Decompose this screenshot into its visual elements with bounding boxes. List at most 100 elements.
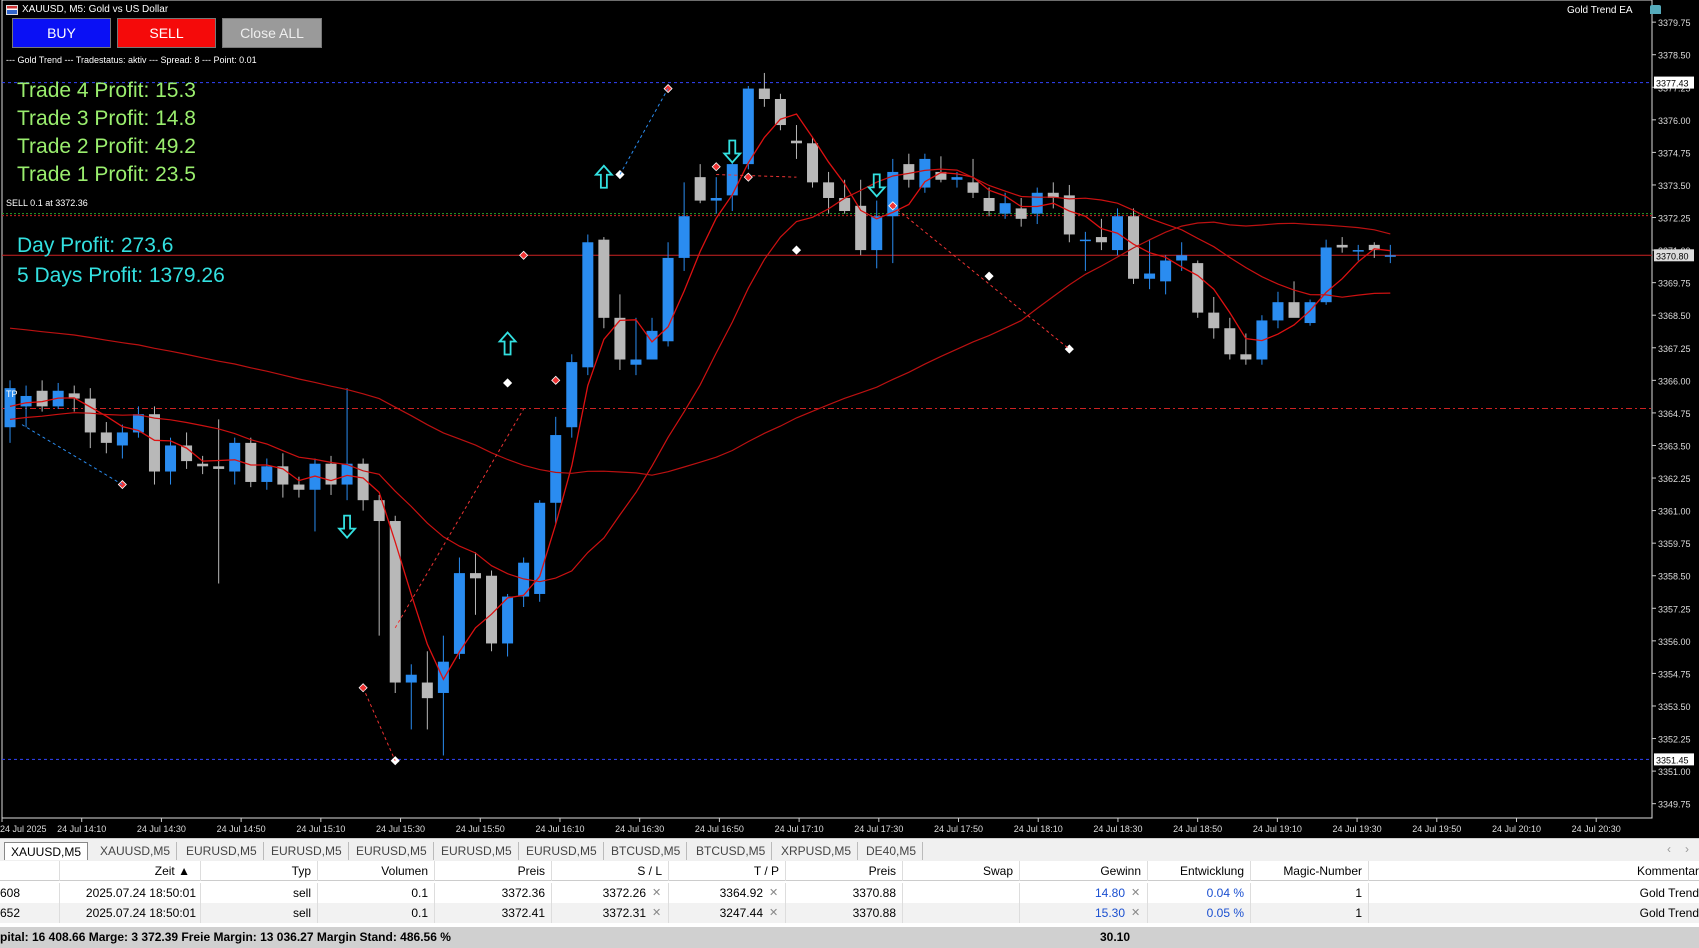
candle-body — [277, 466, 289, 485]
col-gewinn[interactable]: Gewinn — [1020, 861, 1148, 881]
tab-scroll-left-icon[interactable]: ‹ — [1667, 842, 1671, 856]
col-cur-preis[interactable]: Preis — [786, 861, 903, 881]
chart-area[interactable]: 3379.753378.503377.253376.003374.753373.… — [0, 0, 1699, 838]
buy-arrow-icon — [593, 164, 614, 189]
candle-body — [165, 445, 177, 472]
x-tick-label: 24 Jul 17:30 — [854, 824, 903, 834]
candle-body — [550, 435, 562, 503]
tab-eurusd-m5-2[interactable]: EURUSD,M5 — [265, 842, 349, 860]
candle-body — [181, 445, 193, 462]
tab-eurusd-m5-5[interactable]: EURUSD,M5 — [520, 842, 604, 860]
tab-de40-m5[interactable]: DE40,M5 — [860, 842, 924, 860]
tab-btcusd-m5-2[interactable]: BTCUSD,M5 — [690, 842, 773, 860]
remove-tp-icon[interactable]: ✕ — [769, 887, 779, 899]
col-volumen[interactable]: Volumen — [318, 861, 435, 881]
candle-body — [582, 242, 594, 368]
col-kommentar[interactable]: Kommentar — [1636, 864, 1699, 878]
sort-asc-icon: ▲ — [178, 864, 190, 878]
high-price-label: 3377.43 — [1656, 79, 1689, 89]
col-tp[interactable]: T / P — [669, 861, 786, 881]
day-profit: Day Profit: 273.6 — [17, 234, 174, 257]
trade-connect-line — [619, 88, 669, 175]
tab-xrpusd-m5[interactable]: XRPUSD,M5 — [775, 842, 859, 860]
close-position-icon[interactable]: ✕ — [1131, 887, 1141, 899]
total-profit: 30.10 — [1099, 930, 1130, 944]
candle-body — [213, 466, 225, 469]
table-row[interactable]: 608 2025.07.24 18:50:01 sell 0.1 3372.36… — [0, 883, 1699, 903]
x-tick-label: 24 Jul 20:10 — [1492, 824, 1541, 834]
trade-marker-icon — [117, 479, 127, 490]
y-tick-label: 3362.25 — [1658, 474, 1691, 484]
candle-body — [502, 596, 514, 644]
candle-body — [903, 164, 915, 180]
y-tick-label: 3369.75 — [1658, 279, 1691, 289]
low-price-label: 3351.45 — [1656, 755, 1689, 765]
tab-eurusd-m5-1[interactable]: EURUSD,M5 — [180, 842, 264, 860]
col-entwicklung[interactable]: Entwicklung — [1148, 861, 1251, 881]
candle-body — [469, 573, 481, 579]
close-position-icon[interactable]: ✕ — [1131, 907, 1141, 919]
candle-body — [36, 390, 48, 407]
y-tick-label: 3366.00 — [1658, 376, 1691, 386]
remove-sl-icon[interactable]: ✕ — [652, 887, 662, 899]
col-sl[interactable]: S / L — [552, 861, 669, 881]
y-tick-label: 3354.75 — [1658, 669, 1691, 679]
y-tick-label: 3363.50 — [1658, 441, 1691, 451]
candle-body — [1384, 255, 1396, 257]
x-tick-label: 24 Jul 15:10 — [296, 824, 345, 834]
col-zeit[interactable]: Zeit ▲ — [60, 861, 201, 881]
candle-body — [421, 682, 433, 699]
candle-body — [325, 463, 337, 485]
sell-button[interactable]: SELL — [117, 18, 216, 48]
col-swap[interactable]: Swap — [903, 861, 1020, 881]
account-status-bar: pital: 16 408.66 Marge: 3 372.39 Freie M… — [0, 927, 1699, 948]
remove-tp-icon[interactable]: ✕ — [769, 907, 779, 919]
trade-connect-line — [394, 408, 525, 629]
x-tick-label: 24 Jul 14:30 — [137, 824, 186, 834]
trade-marker-icon — [711, 162, 721, 172]
tab-eurusd-m5-3[interactable]: EURUSD,M5 — [350, 842, 434, 860]
candle-body — [1272, 302, 1284, 321]
col-magic[interactable]: Magic-Number — [1251, 861, 1369, 881]
candle-body — [999, 203, 1011, 214]
candle-body — [1320, 247, 1332, 303]
y-tick-label: 3379.75 — [1658, 18, 1691, 28]
col-typ[interactable]: Typ — [201, 861, 318, 881]
sell-arrow-icon — [337, 514, 358, 539]
tab-xauusd-m5[interactable]: XAUUSD,M5 — [94, 842, 178, 860]
close-all-button[interactable]: Close ALL — [222, 18, 322, 48]
candle-body — [807, 143, 819, 183]
candle-body — [758, 88, 770, 99]
chart-tabs: XAUUSD,M5 XAUUSD,M5 EURUSD,M5 EURUSD,M5 … — [0, 838, 1699, 861]
candle-body — [1304, 302, 1316, 324]
table-row[interactable]: 652 2025.07.24 18:50:01 sell 0.1 3372.41… — [0, 903, 1699, 923]
buy-button[interactable]: BUY — [12, 18, 111, 48]
tab-eurusd-m5-4[interactable]: EURUSD,M5 — [435, 842, 519, 860]
x-tick-label: 24 Jul 19:50 — [1412, 824, 1461, 834]
high-price-label-bg — [1654, 76, 1694, 89]
y-tick-label: 3364.75 — [1658, 409, 1691, 419]
tab-scroll-right-icon[interactable]: › — [1685, 842, 1689, 856]
x-tick-label: 24 Jul 19:30 — [1333, 824, 1382, 834]
tab-btcusd-m5-1[interactable]: BTCUSD,M5 — [605, 842, 688, 860]
x-tick-label: 24 Jul 18:10 — [1014, 824, 1063, 834]
trade-connect-line — [892, 205, 1070, 350]
x-tick-label: 24 Jul 18:30 — [1093, 824, 1142, 834]
candle-body — [839, 197, 851, 212]
x-tick-label: 24 Jul 17:10 — [775, 824, 824, 834]
trade-marker-icon — [1064, 344, 1074, 354]
sell-order-label: SELL 0.1 at 3372.36 — [6, 198, 88, 208]
candle-body — [1031, 192, 1043, 214]
price-chart[interactable]: 3379.753378.503377.253376.003374.753373.… — [0, 0, 1699, 838]
candle-body — [951, 177, 963, 180]
tab-xauusd-m5-active[interactable]: XAUUSD,M5 — [4, 842, 89, 860]
candle-body — [84, 398, 96, 433]
trade-marker-icon — [663, 84, 673, 94]
remove-sl-icon[interactable]: ✕ — [652, 907, 662, 919]
candle-body — [1208, 312, 1220, 329]
candle-body — [662, 257, 674, 342]
x-tick-label: 24 Jul 14:10 — [57, 824, 106, 834]
col-preis[interactable]: Preis — [435, 861, 552, 881]
candle-body — [1015, 208, 1027, 219]
account-summary: pital: 16 408.66 Marge: 3 372.39 Freie M… — [0, 930, 451, 944]
